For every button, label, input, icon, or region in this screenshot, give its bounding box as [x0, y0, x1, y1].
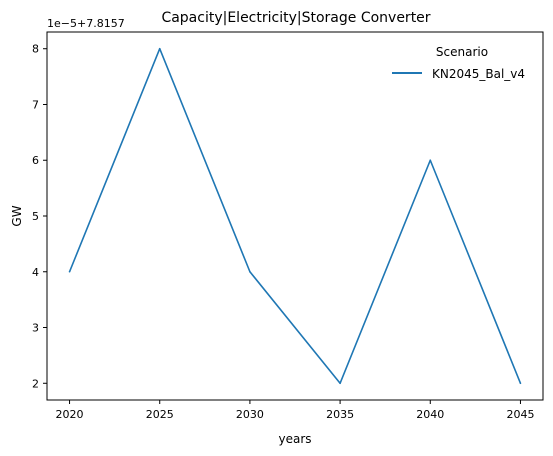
y-axis-label: GW	[10, 205, 24, 226]
y-tick-label: 2	[32, 377, 39, 390]
y-tick-label: 5	[32, 210, 39, 223]
y-tick-label: 3	[32, 322, 39, 335]
series-line	[68, 47, 522, 385]
series-layer	[68, 47, 522, 385]
y-axis: 2 3 4 5 6 7 8	[32, 43, 47, 390]
y-tick-label: 6	[32, 154, 39, 167]
x-tick-label: 2045	[506, 408, 534, 421]
data-point	[339, 382, 341, 385]
data-point	[68, 270, 71, 273]
legend-label: KN2045_Bal_v4	[432, 67, 525, 81]
x-tick-label: 2035	[326, 408, 354, 421]
data-point	[519, 382, 522, 385]
x-axis-label: years	[278, 432, 311, 446]
y-tick-label: 8	[32, 43, 39, 56]
data-point	[249, 270, 251, 273]
y-tick-label: 7	[32, 98, 39, 111]
x-tick-label: 2030	[236, 408, 264, 421]
data-point	[429, 159, 432, 162]
x-tick-label: 2025	[146, 408, 174, 421]
y-tick-label: 4	[32, 266, 39, 279]
x-tick-label: 2040	[416, 408, 444, 421]
legend: Scenario KN2045_Bal_v4	[392, 45, 525, 81]
chart-title: Capacity|Electricity|Storage Converter	[161, 10, 430, 26]
y-offset-label: 1e−5+7.8157	[47, 17, 125, 30]
plot-area	[46, 31, 544, 401]
x-axis: 2020 2025 2030 2035 2040 2045	[56, 400, 534, 421]
x-tick-label: 2020	[56, 408, 84, 421]
legend-title: Scenario	[436, 45, 488, 59]
data-point	[158, 47, 161, 50]
